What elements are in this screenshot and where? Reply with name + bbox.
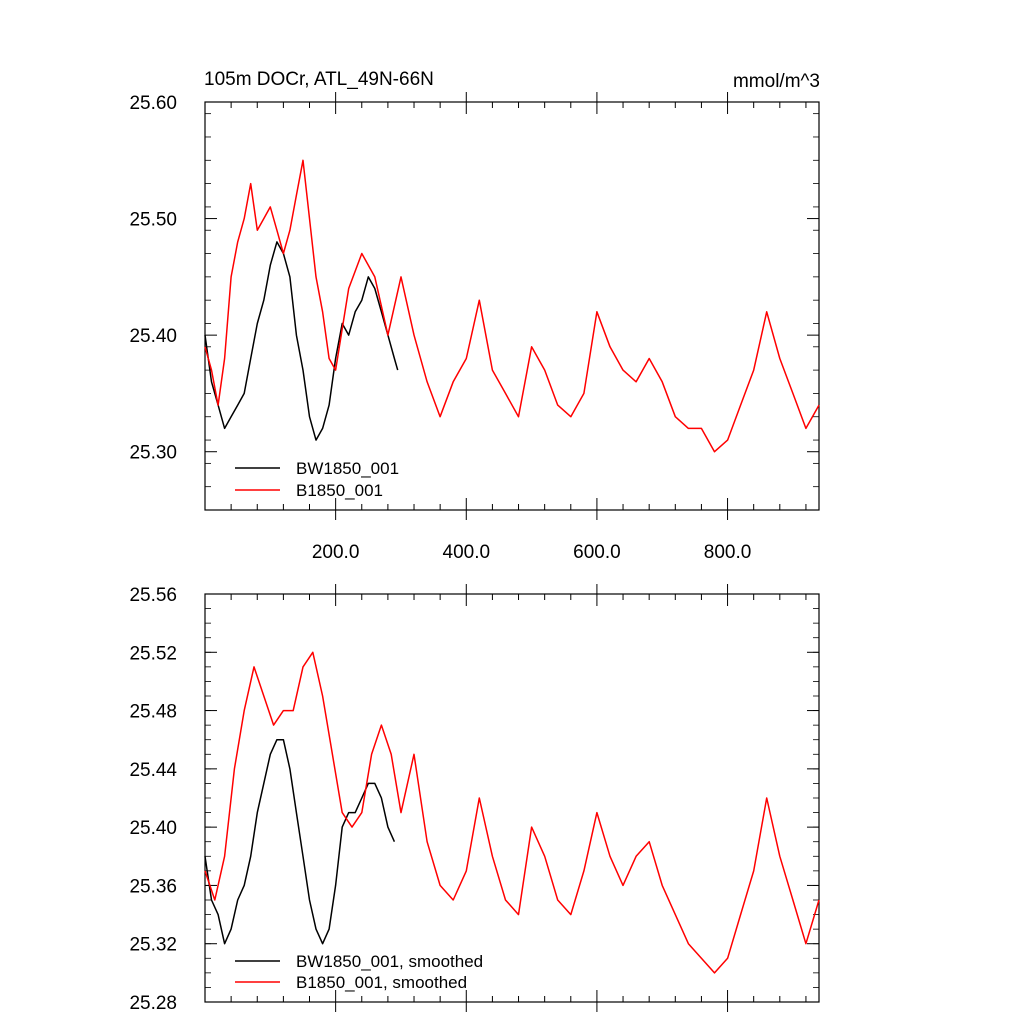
y-tick-label: 25.36	[129, 876, 177, 897]
series-line-bw1850	[204, 738, 396, 945]
y-tick-label: 25.60	[129, 93, 177, 114]
y-tick-label: 25.50	[129, 210, 177, 231]
y-tick-label: 25.52	[129, 643, 177, 664]
legend-label-bw1850: BW1850_001	[296, 459, 399, 478]
series-line-bw1850	[204, 241, 399, 441]
legend-label-bw1850-smoothed: BW1850_001, smoothed	[296, 952, 483, 971]
top-plot-frame	[204, 101, 820, 511]
legend-label-b1850: B1850_001	[296, 481, 383, 500]
legend-label-b1850-smoothed: B1850_001, smoothed	[296, 973, 467, 992]
x-tick-label: 600.0	[573, 542, 621, 563]
y-tick-label: 25.44	[129, 760, 177, 781]
y-tick-label: 25.32	[129, 935, 177, 956]
y-tick-label: 25.56	[129, 585, 177, 606]
top-panel: 105m DOCr, ATL_49N-66N mmol/m^3 25.30 25.…	[129, 69, 820, 563]
y-tick-label: 25.40	[129, 326, 177, 347]
top-legend: BW1850_001 B1850_001	[235, 459, 399, 500]
y-tick-label: 25.40	[129, 818, 177, 839]
y-tick-label: 25.28	[129, 993, 177, 1014]
series-line-b1850	[204, 651, 820, 974]
bottom-plot-frame	[204, 593, 820, 1003]
bottom-legend: BW1850_001, smoothed B1850_001, smoothed	[235, 952, 483, 992]
y-tick-label: 25.48	[129, 702, 177, 723]
bottom-panel: 25.28 25.32 25.36 25.40 25.44 25.48 25.52 25.56…	[129, 584, 820, 1014]
x-tick-label: 400.0	[443, 542, 491, 563]
x-tick-label: 800.0	[704, 542, 752, 563]
chart-title: 105m DOCr, ATL_49N-66N	[204, 69, 434, 90]
y-tick-label: 25.30	[129, 443, 177, 464]
x-tick-label: 200.0	[312, 542, 360, 563]
units-label: mmol/m^3	[733, 71, 820, 92]
series-line-b1850	[204, 159, 820, 453]
